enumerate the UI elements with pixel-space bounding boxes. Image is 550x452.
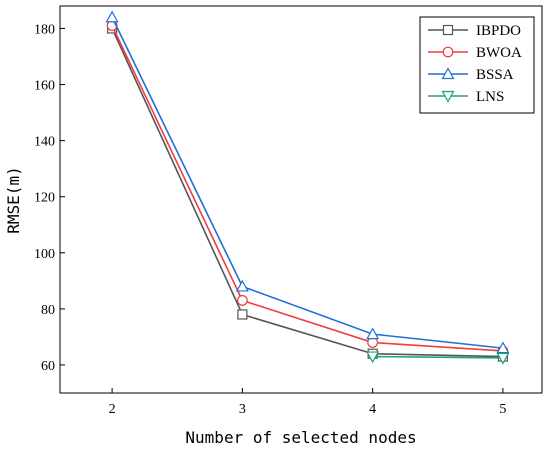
legend-box <box>419 16 535 114</box>
x-tick-label: 3 <box>239 402 246 417</box>
legend-label: IBPDO <box>476 23 521 39</box>
x-tick-label: 4 <box>369 402 376 417</box>
x-tick-label: 2 <box>109 402 116 417</box>
legend-entry: BSSA <box>428 67 514 83</box>
series-line <box>111 16 504 349</box>
legend: IBPDO BWOA BSSA LNS <box>419 16 535 114</box>
legend-marker <box>442 46 454 58</box>
data-point <box>105 10 119 23</box>
y-tick-label: 140 <box>34 135 55 150</box>
series-line <box>111 28 503 358</box>
axis-ticks: 60 80 100 120 140 160 180 2 3 4 5 <box>34 22 506 417</box>
legend-marker <box>441 67 455 80</box>
x-tick-label: 5 <box>499 402 506 417</box>
y-tick-label: 80 <box>41 303 55 318</box>
y-tick-label: 120 <box>34 191 55 206</box>
y-tick-label: 160 <box>34 79 55 94</box>
plot-frame <box>59 5 543 394</box>
legend-entry: IBPDO <box>428 23 521 39</box>
y-axis-label: RMSE(m) <box>4 166 23 233</box>
y-tick-label: 100 <box>34 247 55 262</box>
legend-entry: LNS <box>428 89 504 105</box>
legend-marker <box>442 24 454 36</box>
series-layer <box>105 10 510 365</box>
legend-label: BSSA <box>476 67 514 83</box>
data-point <box>366 351 380 364</box>
data-point <box>366 327 380 340</box>
legend-label: BWOA <box>476 45 522 61</box>
series-lns <box>366 351 510 365</box>
data-point <box>496 341 510 354</box>
series-line <box>111 25 503 352</box>
y-tick-label: 180 <box>34 22 55 37</box>
legend-marker <box>441 90 455 103</box>
data-point <box>237 309 248 320</box>
legend-entry: BWOA <box>428 45 522 61</box>
data-point <box>235 279 249 292</box>
series-line <box>372 355 503 359</box>
series-bssa <box>105 10 510 354</box>
y-tick-label: 60 <box>41 359 55 374</box>
x-axis-label: Number of selected nodes <box>185 428 416 447</box>
legend-label: LNS <box>476 89 504 105</box>
data-point <box>496 352 510 365</box>
data-point <box>236 295 248 306</box>
